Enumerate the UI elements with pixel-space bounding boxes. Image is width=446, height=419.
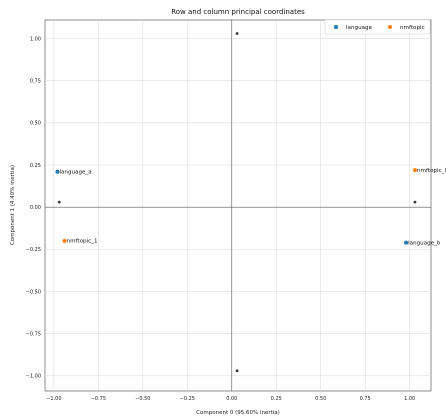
x-axis-label: Component 0 (95.60% inertia) — [196, 410, 280, 416]
x-tick-label: −0.50 — [135, 396, 150, 402]
y-tick-label: 0.75 — [30, 79, 41, 85]
y-tick-label: −0.75 — [26, 331, 41, 337]
x-tick-label: 1.00 — [404, 396, 415, 402]
x-tick-label: −0.25 — [180, 396, 195, 402]
y-axis-label: Component 1 (4.40% inertia) — [10, 165, 16, 245]
legend-label-language: language — [346, 25, 373, 31]
marker-point — [57, 200, 61, 204]
x-tick-label: −0.75 — [91, 396, 106, 402]
legend: language nmftopic — [324, 19, 431, 35]
data-point-language — [55, 169, 60, 174]
marker-point — [235, 32, 239, 35]
x-tick-label: 0.50 — [315, 396, 326, 402]
point-label: language_a — [59, 170, 91, 176]
legend-marker-language — [334, 25, 338, 29]
y-tick-label: −0.50 — [26, 289, 41, 295]
y-tick-label: 0.00 — [30, 205, 41, 211]
plot-frame — [44, 19, 432, 392]
y-tick-label: 0.50 — [30, 121, 41, 127]
marker-point — [413, 200, 417, 204]
marker-point — [235, 369, 239, 373]
y-tick-label: 1.00 — [30, 36, 41, 42]
y-tick-label: −0.25 — [26, 247, 41, 253]
point-labels: language_a language_b nmftopic_0 nmftopic_1 — [59, 168, 446, 247]
point-label: language_b — [408, 240, 441, 246]
y-tick-label: 0.25 — [30, 163, 41, 169]
data-points — [55, 32, 417, 373]
legend-marker-nmftopic — [388, 25, 392, 29]
zero-axes — [45, 20, 431, 391]
data-point-language — [404, 240, 409, 245]
point-label: nmftopic_1 — [67, 239, 98, 245]
tick-labels: −1.00 −0.75 −0.50 −0.25 0.00 0.25 0.50 0.75 1.00… — [26, 36, 416, 402]
legend-box — [324, 19, 431, 35]
x-tick-label: −1.00 — [46, 396, 61, 402]
data-point-nmftopic — [412, 168, 417, 173]
y-tick-label: −1.00 — [26, 374, 41, 380]
x-tick-label: 0.25 — [271, 396, 282, 402]
legend-label-nmftopic: nmftopic — [400, 25, 425, 31]
x-tick-label: 0.75 — [360, 396, 371, 402]
point-label: nmftopic_0 — [417, 168, 446, 174]
x-tick-label: 0.00 — [226, 396, 237, 402]
data-point-nmftopic — [62, 238, 67, 243]
chart-title: Row and column principal coordinates — [171, 8, 305, 16]
